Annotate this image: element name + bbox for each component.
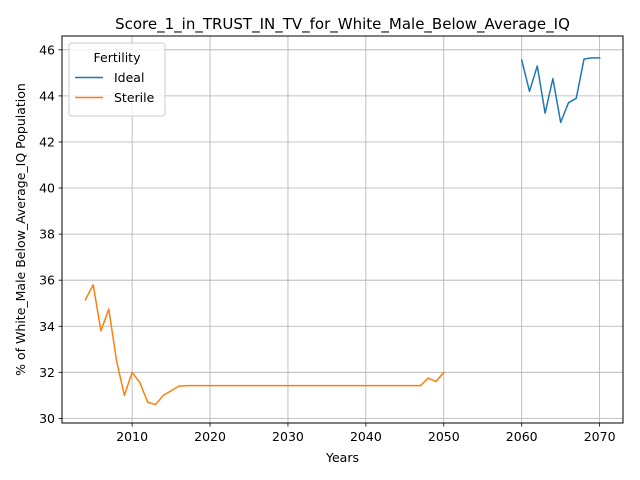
x-tick-label: 2040 xyxy=(350,429,382,444)
x-tick-label: 2020 xyxy=(194,429,226,444)
chart-title: Score_1_in_TRUST_IN_TV_for_White_Male_Be… xyxy=(115,15,570,34)
legend-title: Fertility xyxy=(94,50,142,65)
y-tick-label: 40 xyxy=(39,181,55,196)
series-lines xyxy=(84,57,601,406)
y-tick-label: 30 xyxy=(39,411,55,426)
x-tick-label: 2010 xyxy=(116,429,148,444)
legend-label-sterile: Sterile xyxy=(114,90,155,105)
legend-label-ideal: Ideal xyxy=(114,70,144,85)
plot-area-frame xyxy=(61,35,624,424)
legend: Fertility Ideal Sterile xyxy=(68,42,166,117)
x-tick-label: 2030 xyxy=(272,429,304,444)
grid-lines xyxy=(62,36,623,423)
y-tick-label: 32 xyxy=(39,365,55,380)
x-tick-label: 2060 xyxy=(506,429,538,444)
x-axis-label: Years xyxy=(325,450,359,465)
y-tick-label: 46 xyxy=(39,42,55,57)
y-tick-label: 42 xyxy=(39,134,55,149)
x-tick-label: 2050 xyxy=(428,429,460,444)
y-tick-label: 34 xyxy=(39,319,55,334)
x-tick-label: 2070 xyxy=(584,429,616,444)
series-line-ideal xyxy=(520,57,601,124)
axis-ticks: 2010 2020 2030 2040 2050 2060 2070 30 32 34 36 38 40… xyxy=(39,42,615,444)
y-axis-label: % of White_Male Below_Average_IQ Populat… xyxy=(13,83,28,376)
series-line-sterile xyxy=(84,284,445,406)
y-tick-label: 38 xyxy=(39,227,55,242)
y-tick-label: 36 xyxy=(39,273,55,288)
y-tick-label: 44 xyxy=(39,88,55,103)
